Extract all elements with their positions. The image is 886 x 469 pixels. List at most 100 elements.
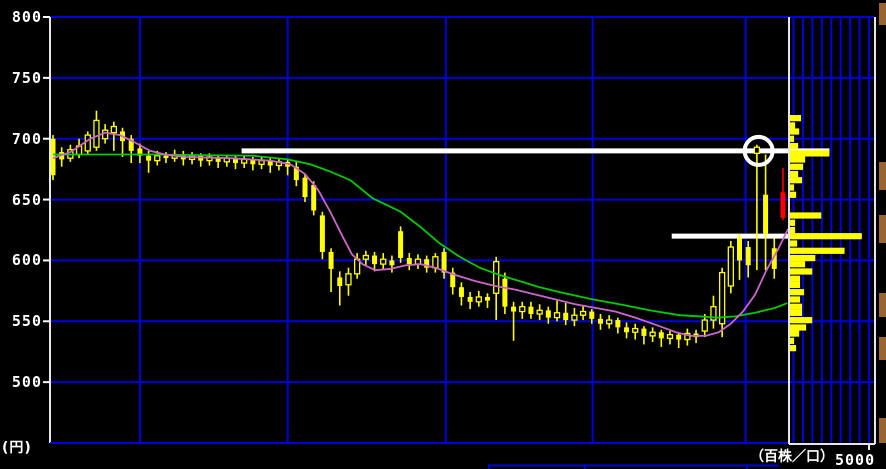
candle-body-down (458, 287, 464, 297)
edge-panel-fragment (879, 418, 886, 443)
candle-body-down (771, 248, 777, 269)
candle-body-down (563, 312, 569, 321)
edge-panel-fragment (879, 293, 886, 317)
y-axis-label: 750 (11, 68, 42, 87)
candle-body-up (606, 319, 613, 325)
y-axis-label: 700 (11, 129, 42, 148)
candle-body-down (398, 231, 404, 258)
candle-body-down (337, 277, 343, 286)
volume-profile-bar (790, 261, 806, 268)
candle-body-down (389, 260, 395, 266)
volume-profile-bar (790, 115, 802, 122)
candle-body-up (432, 256, 439, 269)
candle-body-down (597, 318, 603, 324)
candle-body-up (753, 146, 761, 154)
candle-body-down (745, 247, 751, 266)
candle-body-down (146, 155, 152, 161)
volume-profile-bar (790, 281, 801, 288)
volume-profile-bar (790, 233, 862, 240)
candle-body-up (666, 334, 674, 339)
candle-body-up (571, 314, 578, 321)
candle-body-down (485, 296, 490, 301)
candle-body-down (641, 328, 647, 336)
volume-profile-bar (790, 303, 803, 310)
candle-body-up (110, 125, 117, 134)
highlight-circle-annotation (742, 134, 775, 167)
y-axis-tick (43, 259, 50, 262)
candle-body-up (154, 155, 161, 162)
candle-body-down (311, 184, 317, 211)
volume-profile-bar (790, 275, 801, 282)
edge-panel-fragment (879, 3, 886, 25)
candle-body-down (406, 257, 412, 265)
volume-profile-bar (790, 309, 803, 316)
candle-body-down (137, 148, 143, 156)
y-axis-label: 550 (11, 312, 42, 331)
volume-profile-bar (790, 122, 796, 129)
candle-body-up (475, 296, 482, 303)
y-axis-tick (43, 198, 50, 201)
candle-body-up (101, 129, 109, 140)
candle-body-up (362, 254, 369, 260)
edge-panel-fragment (879, 215, 886, 243)
candle-body-red (780, 192, 786, 218)
candle-body-up (710, 306, 717, 321)
volume-profile-bar (790, 163, 804, 170)
candle-body-down (424, 259, 430, 268)
candle-body-down (293, 166, 299, 181)
candlesticks-layer (50, 110, 786, 349)
candle-body-up (727, 246, 734, 287)
candle-body-down (250, 159, 256, 165)
volume-profile-bar (790, 345, 797, 352)
volume-profile-bar (790, 184, 795, 191)
volume-profile-bar (790, 289, 805, 296)
candle-body-up (579, 310, 587, 316)
volume-profile-layer (790, 115, 862, 352)
candle-body-up (536, 309, 543, 315)
volume-profile-bar (790, 337, 795, 344)
y-axis-tick (43, 381, 50, 384)
volume-profile-bar (790, 150, 830, 157)
ma-short-line (52, 131, 789, 337)
candle-body-down (302, 177, 308, 198)
y-axis-label: 600 (11, 251, 42, 270)
candle-body-down (328, 251, 334, 269)
candle-body-up (93, 119, 100, 148)
y-axis-tick (43, 76, 50, 79)
candle-body-up (718, 271, 726, 325)
volume-scale-label: 5000 (835, 451, 876, 469)
candle-body-up (84, 134, 91, 152)
candle-body-up (701, 319, 708, 332)
ma-long-line (53, 153, 788, 319)
candle-body-down (163, 155, 169, 159)
candle-body-down (676, 334, 682, 340)
volume-profile-bar (790, 135, 795, 142)
candle-body-down (658, 332, 664, 339)
volume-profile-bar (790, 171, 799, 178)
volume-profile-bar (790, 254, 816, 262)
candle-body-down (528, 306, 534, 314)
y-axis-tick (43, 320, 50, 323)
candle-body-down (50, 138, 56, 176)
y-axis-tick (43, 16, 50, 18)
candle-body-down (441, 251, 447, 273)
candle-body-down (215, 156, 221, 162)
candle-body-down (511, 306, 517, 312)
volume-profile-bar (790, 219, 796, 226)
volume-profile-bar (790, 212, 822, 219)
candle-body-down (545, 310, 551, 318)
y-axis-label: 500 (11, 373, 42, 392)
volume-profile-bar (790, 240, 798, 247)
y-axis-label: 800 (11, 8, 42, 26)
volume-profile-bar (790, 227, 796, 234)
volume-profile-bar (790, 247, 845, 254)
volume-profile-bar (790, 177, 803, 184)
volume-profile-bar (790, 317, 813, 324)
candle-body-up (493, 260, 500, 294)
candle-body-down (615, 320, 621, 328)
candle-body-down (763, 194, 769, 234)
candle-body-down (450, 272, 456, 288)
price-unit-label: (円) (2, 440, 32, 456)
y-axis-label: 650 (11, 190, 42, 209)
